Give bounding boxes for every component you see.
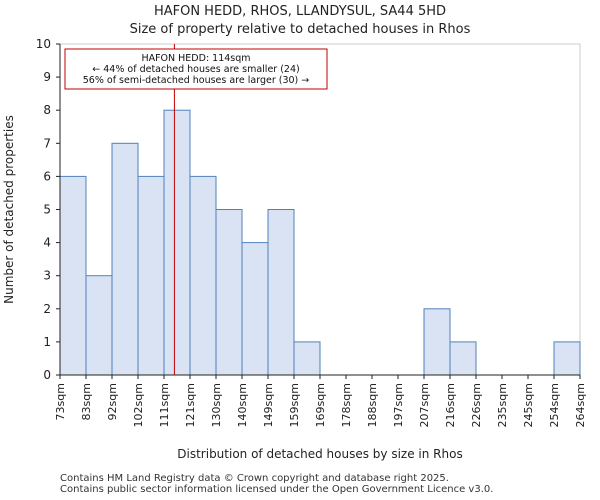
y-tick-label-8: 8	[43, 103, 51, 117]
bar-73sqm	[59, 175, 87, 376]
x-tick-label-102sqm: 102sqm	[132, 383, 145, 427]
x-tick-label-159sqm: 159sqm	[288, 383, 301, 427]
x-tick-label-207sqm: 207sqm	[418, 383, 431, 427]
x-tick-label-245sqm: 245sqm	[522, 383, 535, 427]
bar-159sqm	[293, 341, 321, 376]
x-axis-label: Distribution of detached houses by size …	[177, 447, 462, 461]
bar-149sqm	[267, 209, 295, 376]
bar-111sqm	[163, 109, 191, 376]
x-tick-label-197sqm: 197sqm	[392, 383, 405, 427]
x-tick-label-83sqm: 83sqm	[80, 383, 93, 420]
x-tick-label-235sqm: 235sqm	[496, 383, 509, 427]
x-tick-label-130sqm: 130sqm	[210, 383, 223, 427]
x-tick-label-264sqm: 264sqm	[574, 383, 587, 427]
annotation-smaller: ← 44% of detached houses are smaller (24…	[92, 64, 299, 75]
y-tick-label-3: 3	[43, 269, 51, 283]
bar-83sqm	[85, 275, 113, 376]
x-tick-label-216sqm: 216sqm	[444, 383, 457, 427]
x-tick-label-140sqm: 140sqm	[236, 383, 249, 427]
bar-130sqm	[215, 209, 243, 376]
annotation-title: HAFON HEDD: 114sqm	[141, 53, 250, 64]
x-tick-label-254sqm: 254sqm	[548, 383, 561, 427]
y-tick-label-4: 4	[43, 236, 51, 250]
x-tick-label-92sqm: 92sqm	[106, 383, 119, 420]
footer-line-2: Contains public sector information licen…	[60, 484, 494, 495]
annotation-larger: 56% of semi-detached houses are larger (…	[83, 75, 310, 86]
footer-line-1: Contains HM Land Registry data © Crown c…	[60, 473, 449, 484]
bar-140sqm	[241, 242, 269, 376]
bar-216sqm	[449, 341, 477, 376]
y-tick-label-7: 7	[43, 136, 51, 150]
y-axis-label: Number of detached properties	[2, 115, 16, 304]
bar-121sqm	[189, 175, 217, 376]
x-tick-label-111sqm: 111sqm	[158, 383, 171, 427]
y-tick-label-9: 9	[43, 70, 51, 84]
y-tick-label-10: 10	[36, 37, 51, 51]
x-tick-label-121sqm: 121sqm	[184, 383, 197, 427]
x-tick-label-178sqm: 178sqm	[340, 383, 353, 427]
x-tick-label-73sqm: 73sqm	[54, 383, 67, 420]
bar-102sqm	[137, 175, 165, 376]
y-tick-label-6: 6	[43, 169, 51, 183]
chart-subtitle: Size of property relative to detached ho…	[129, 22, 471, 37]
y-tick-label-0: 0	[43, 368, 51, 382]
x-tick-label-226sqm: 226sqm	[470, 383, 483, 427]
x-tick-label-188sqm: 188sqm	[366, 383, 379, 427]
y-tick-label-1: 1	[43, 335, 51, 349]
x-tick-label-149sqm: 149sqm	[262, 383, 275, 427]
chart-title: HAFON HEDD, RHOS, LLANDYSUL, SA44 5HD	[153, 4, 447, 19]
y-tick-label-2: 2	[43, 302, 51, 316]
annotation-box	[64, 48, 328, 90]
bar-92sqm	[111, 142, 139, 376]
bar-207sqm	[423, 308, 451, 376]
bar-254sqm	[553, 341, 581, 376]
x-tick-label-169sqm: 169sqm	[314, 383, 327, 427]
y-tick-label-5: 5	[43, 203, 51, 217]
